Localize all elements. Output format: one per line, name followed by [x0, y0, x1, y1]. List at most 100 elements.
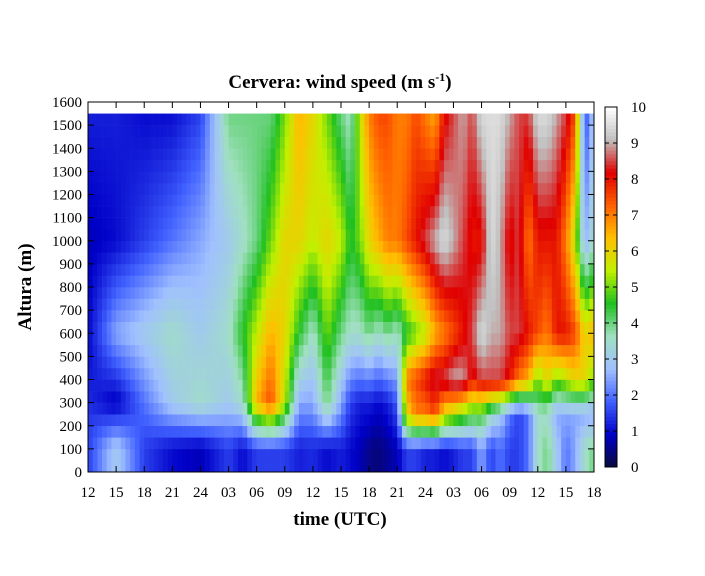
- x-tick-label: 18: [137, 485, 152, 501]
- heatmap-cell: [116, 437, 122, 450]
- heatmap-cell: [139, 321, 145, 334]
- heatmap-cell: [312, 356, 318, 369]
- heatmap-cell: [359, 425, 365, 438]
- heatmap-cell: [556, 298, 562, 311]
- heatmap-cell: [205, 425, 211, 438]
- heatmap-cell: [556, 402, 562, 415]
- heatmap-cell: [486, 287, 492, 299]
- heatmap-cell: [462, 414, 468, 427]
- heatmap-cell: [453, 125, 459, 137]
- heatmap-cell: [430, 229, 436, 242]
- heatmap-cell: [411, 460, 417, 473]
- heatmap-cell: [167, 229, 173, 242]
- heatmap-cell: [561, 437, 567, 450]
- heatmap-cell: [570, 194, 576, 207]
- heatmap-cell: [547, 240, 553, 253]
- heatmap-cell: [345, 367, 351, 380]
- heatmap-cell: [228, 148, 234, 161]
- heatmap-cell: [556, 344, 562, 357]
- heatmap-cell: [542, 333, 548, 346]
- heatmap-cell: [191, 356, 197, 369]
- heatmap-cell: [570, 229, 576, 242]
- heatmap-cell: [575, 159, 581, 172]
- heatmap-cell: [303, 171, 309, 184]
- heatmap-cell: [326, 171, 332, 184]
- heatmap-cell: [341, 263, 346, 276]
- heatmap-cell: [369, 148, 375, 161]
- heatmap-cell: [490, 240, 496, 253]
- heatmap-cell: [247, 356, 253, 369]
- heatmap-cell: [397, 333, 403, 346]
- heatmap-cell: [584, 182, 590, 195]
- heatmap-cell: [312, 448, 318, 461]
- heatmap-cell: [162, 159, 168, 172]
- heatmap-cell: [261, 356, 267, 369]
- heatmap-cell: [537, 298, 543, 311]
- heatmap-cell: [575, 333, 581, 346]
- heatmap-cell: [266, 125, 272, 137]
- colorbar-segment: [605, 387, 617, 392]
- heatmap-cell: [430, 206, 436, 218]
- heatmap-cell: [500, 321, 506, 334]
- heatmap-cell: [331, 206, 337, 218]
- heatmap-cell: [444, 252, 450, 265]
- heatmap-cell: [280, 136, 286, 149]
- heatmap-cell: [308, 217, 314, 230]
- heatmap-cell: [383, 113, 389, 126]
- heatmap-cell: [341, 437, 346, 450]
- heatmap-cell: [373, 159, 379, 172]
- heatmap-cell: [280, 171, 286, 184]
- heatmap-cell: [195, 344, 201, 357]
- heatmap-cell: [162, 263, 168, 276]
- heatmap-cell: [261, 402, 267, 415]
- colorbar-segment: [605, 405, 617, 410]
- heatmap-cell: [509, 391, 515, 403]
- heatmap-cell: [472, 136, 478, 149]
- heatmap-cell: [172, 425, 178, 438]
- heatmap-cell: [406, 391, 412, 403]
- heatmap-cell: [458, 182, 464, 195]
- heatmap-cell: [111, 391, 117, 403]
- heatmap-cell: [280, 229, 286, 242]
- heatmap-cell: [589, 391, 595, 403]
- heatmap-cell: [214, 402, 220, 415]
- colorbar-segment: [605, 125, 617, 129]
- heatmap-cell: [406, 402, 412, 415]
- heatmap-cell: [486, 125, 492, 137]
- heatmap-cell: [275, 391, 281, 403]
- heatmap-cell: [195, 206, 201, 218]
- heatmap-cell: [514, 125, 520, 137]
- heatmap-cell: [322, 182, 328, 195]
- heatmap-cell: [266, 171, 272, 184]
- heatmap-cell: [130, 252, 136, 265]
- heatmap-cell: [547, 414, 553, 427]
- heatmap-cell: [500, 367, 506, 380]
- heatmap-cell: [223, 298, 229, 311]
- heatmap-cell: [448, 310, 454, 322]
- heatmap-cell: [519, 136, 525, 149]
- heatmap-cell: [331, 287, 337, 299]
- heatmap-cell: [476, 437, 482, 450]
- heatmap-cell: [523, 356, 529, 369]
- x-tick-label: 24: [418, 485, 434, 501]
- heatmap-cell: [219, 367, 225, 380]
- heatmap-cell: [284, 171, 290, 184]
- heatmap-cell: [289, 460, 295, 473]
- heatmap-cell: [106, 136, 112, 149]
- heatmap-cell: [125, 263, 131, 276]
- heatmap-cell: [467, 310, 473, 322]
- heatmap-cell: [495, 229, 501, 242]
- heatmap-cell: [195, 113, 201, 126]
- heatmap-cell: [575, 402, 581, 415]
- heatmap-cell: [205, 171, 211, 184]
- heatmap-cell: [589, 240, 595, 253]
- heatmap-cell: [565, 367, 571, 380]
- heatmap-cell: [106, 448, 112, 461]
- heatmap-cell: [219, 159, 225, 172]
- heatmap-cell: [533, 437, 539, 450]
- heatmap-cell: [589, 333, 595, 346]
- heatmap-cell: [397, 425, 403, 438]
- heatmap-cell: [420, 344, 426, 357]
- heatmap-cell: [153, 367, 159, 380]
- heatmap-cell: [312, 263, 318, 276]
